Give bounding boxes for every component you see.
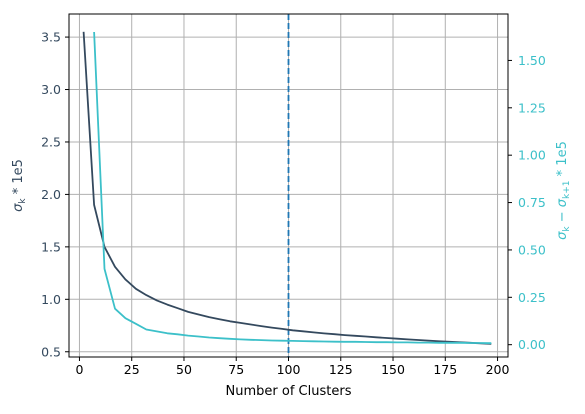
x-tick-label: 100 [277,362,301,377]
y-left-tick-label: 1.0 [41,292,61,307]
series-line-sigma [82,31,492,345]
y-left-axis-label: σk * 1e5 [11,159,28,212]
y-left-tick-label: 1.5 [41,239,61,254]
y-right-tick-label: 0.00 [518,337,546,352]
x-tick-label: 50 [176,362,192,377]
y-right-tick-label: 0.25 [518,290,546,305]
y-left-tick-label: 0.5 [41,344,61,359]
x-tick-label: 175 [433,362,457,377]
y-left-tick-label: 3.5 [41,30,61,45]
y-right-axis-label: σk − σk+1 * 1e5 [555,141,572,240]
y-right-axis-ticks: 0.00 0.25 0.50 0.75 1.00 1.25 1.50 [508,53,546,352]
x-tick-label: 125 [329,362,353,377]
y-right-tick-label: 0.75 [518,195,546,210]
y-right-tick-label: 1.50 [518,53,546,68]
series-layer [82,31,492,345]
x-axis-label: Number of Clusters [226,384,352,399]
y-left-tick-label: 2.0 [41,187,61,202]
x-tick-label: 0 [75,362,83,377]
y-right-tick-label: 1.25 [518,100,546,115]
y-right-tick-label: 0.50 [518,242,546,257]
y-left-axis-ticks: 0.5 1.0 1.5 2.0 2.5 3.0 3.5 [41,30,69,359]
x-tick-label: 25 [124,362,140,377]
x-axis-ticks: 0 25 50 75 100 125 150 175 200 [75,357,510,377]
y-right-tick-label: 1.00 [518,148,546,163]
x-tick-label: 200 [486,362,510,377]
x-tick-label: 75 [228,362,244,377]
y-left-tick-label: 3.0 [41,82,61,97]
y-left-tick-label: 2.5 [41,134,61,149]
series-line-difference [93,31,492,345]
x-tick-label: 150 [381,362,405,377]
